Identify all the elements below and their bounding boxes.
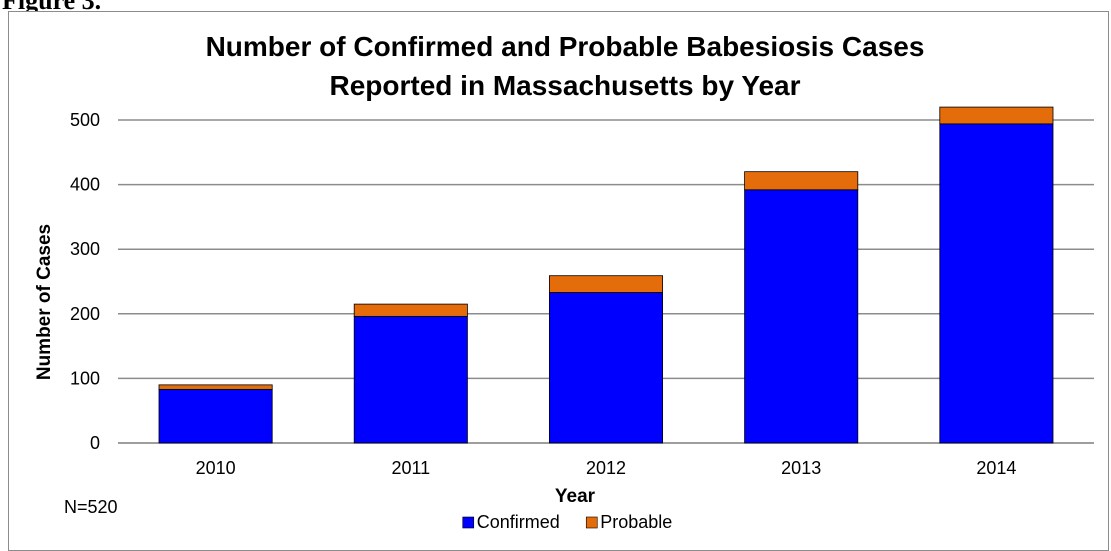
x-tick-label-2010: 2010 bbox=[196, 458, 236, 478]
x-axis-title: Year bbox=[555, 486, 596, 507]
x-tick-labels: 2010 2011 2012 2013 2014 bbox=[196, 458, 1017, 478]
bar-probable-2012 bbox=[548, 275, 664, 293]
y-tick-label-500: 500 bbox=[70, 110, 100, 130]
legend: Confirmed Probable bbox=[462, 512, 672, 532]
y-axis-title: Number of Cases bbox=[34, 224, 55, 380]
bar-probable-2014 bbox=[939, 106, 1054, 125]
x-tick-label-2012: 2012 bbox=[586, 458, 626, 478]
bars bbox=[158, 106, 1054, 444]
chart-title-line-1: Number of Confirmed and Probable Babesio… bbox=[206, 31, 925, 62]
bar-confirmed-2013 bbox=[744, 189, 859, 444]
bar-probable-2010 bbox=[158, 384, 273, 390]
y-tick-labels: 0 100 200 300 400 500 bbox=[70, 110, 100, 453]
x-tick-label-2014: 2014 bbox=[976, 458, 1016, 478]
chart-title-line-2: Reported in Massachusetts by Year bbox=[330, 70, 801, 101]
y-tick-label-0: 0 bbox=[90, 433, 100, 453]
legend-label-confirmed: Confirmed bbox=[477, 512, 560, 532]
legend-label-probable: Probable bbox=[600, 512, 672, 532]
bar-confirmed-2011 bbox=[353, 315, 468, 444]
legend-swatch-confirmed bbox=[462, 516, 475, 529]
y-tick-label-200: 200 bbox=[70, 304, 100, 324]
x-tick-label-2011: 2011 bbox=[391, 458, 430, 478]
x-tick-label-2013: 2013 bbox=[781, 458, 821, 478]
legend-swatch-probable bbox=[585, 516, 598, 529]
bar-probable-2011 bbox=[353, 303, 468, 317]
sample-size-note: N=520 bbox=[64, 497, 118, 517]
bar-confirmed-2010 bbox=[158, 388, 273, 444]
y-tick-label-400: 400 bbox=[70, 175, 100, 195]
y-tick-label-100: 100 bbox=[70, 368, 100, 388]
bar-confirmed-2012 bbox=[548, 292, 664, 444]
bar-probable-2013 bbox=[744, 171, 859, 191]
bar-confirmed-2014 bbox=[939, 123, 1054, 444]
y-tick-label-300: 300 bbox=[70, 239, 100, 259]
